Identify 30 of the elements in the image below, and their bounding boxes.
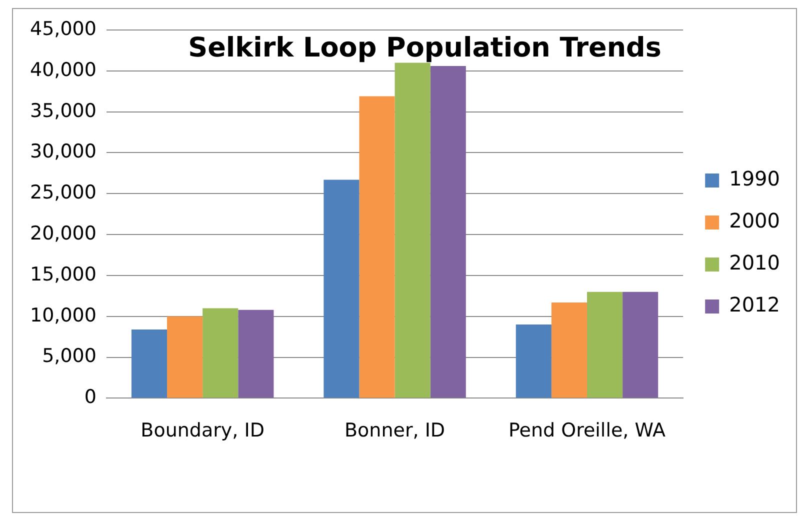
x-tick-label: Pend Oreille, WA bbox=[508, 420, 666, 442]
y-tick-label: 5,000 bbox=[42, 345, 96, 368]
bar bbox=[516, 324, 552, 398]
y-tick-label: 40,000 bbox=[30, 58, 96, 81]
bar bbox=[324, 180, 360, 398]
legend-label: 2000 bbox=[729, 208, 780, 233]
x-tick-label: Boundary, ID bbox=[140, 420, 264, 442]
y-tick-label: 15,000 bbox=[30, 263, 96, 286]
bar bbox=[202, 308, 238, 398]
legend-label: 1990 bbox=[729, 166, 780, 191]
chart-title: Selkirk Loop Population Trends bbox=[188, 32, 662, 64]
bar bbox=[394, 62, 430, 398]
bar bbox=[430, 66, 466, 398]
bar bbox=[359, 96, 395, 398]
bar bbox=[622, 292, 658, 398]
bar bbox=[167, 316, 203, 398]
bar bbox=[238, 310, 274, 398]
y-tick-label: 25,000 bbox=[30, 182, 96, 204]
bar bbox=[131, 329, 168, 398]
legend-label: 2012 bbox=[729, 292, 780, 317]
y-tick-label: 45,000 bbox=[30, 18, 96, 40]
x-tick-label: Bonner, ID bbox=[344, 420, 446, 442]
y-tick-label: 0 bbox=[84, 386, 96, 408]
legend-label: 2010 bbox=[729, 250, 780, 275]
bar bbox=[551, 302, 587, 398]
bar bbox=[587, 292, 623, 398]
y-tick-label: 30,000 bbox=[30, 140, 96, 163]
y-tick-label: 10,000 bbox=[30, 304, 96, 326]
y-tick-label: 35,000 bbox=[30, 100, 96, 122]
y-tick-label: 20,000 bbox=[30, 222, 96, 244]
